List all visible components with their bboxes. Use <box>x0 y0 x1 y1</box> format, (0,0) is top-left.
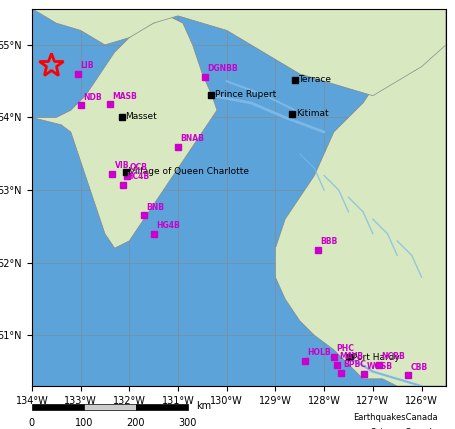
Text: Masset: Masset <box>126 112 157 121</box>
Text: 100: 100 <box>75 418 93 428</box>
Text: 200: 200 <box>126 418 145 428</box>
Text: QCB: QCB <box>129 163 147 172</box>
Text: MASB: MASB <box>112 92 137 101</box>
Text: km: km <box>196 402 211 411</box>
Text: NCRB: NCRB <box>382 352 405 361</box>
Polygon shape <box>32 9 446 96</box>
Text: EarthquakesCanada: EarthquakesCanada <box>353 413 438 422</box>
Text: HOLB: HOLB <box>307 348 331 357</box>
Bar <box>32 404 84 410</box>
Text: MAYB: MAYB <box>340 352 364 361</box>
Text: NDB: NDB <box>83 93 101 102</box>
Text: Village of Queen Charlotte: Village of Queen Charlotte <box>129 167 249 176</box>
Text: BPBC: BPBC <box>344 360 366 369</box>
Text: Terrace: Terrace <box>298 75 331 84</box>
Text: Kitimat: Kitimat <box>296 109 329 118</box>
Text: CBB: CBB <box>410 363 427 372</box>
Text: Prince Rupert: Prince Rupert <box>214 91 276 100</box>
Text: DGNBB: DGNBB <box>207 64 238 73</box>
Text: BNB: BNB <box>147 203 164 212</box>
Text: 300: 300 <box>179 418 197 428</box>
Text: VIB: VIB <box>115 161 129 170</box>
Text: SeismesCanada: SeismesCanada <box>371 428 438 429</box>
Bar <box>84 404 136 410</box>
Bar <box>136 404 188 410</box>
Text: Port Hardy: Port Hardy <box>352 353 400 362</box>
Text: BNAB: BNAB <box>181 134 204 143</box>
Text: BBB: BBB <box>321 237 338 246</box>
Polygon shape <box>32 16 217 248</box>
Text: 0: 0 <box>29 418 35 428</box>
Text: HG4B: HG4B <box>156 221 180 230</box>
Text: PHC: PHC <box>336 344 354 353</box>
Text: HC4B: HC4B <box>126 172 149 181</box>
Polygon shape <box>275 9 446 386</box>
Text: LIB: LIB <box>81 61 94 70</box>
Text: WOSB: WOSB <box>366 362 393 371</box>
